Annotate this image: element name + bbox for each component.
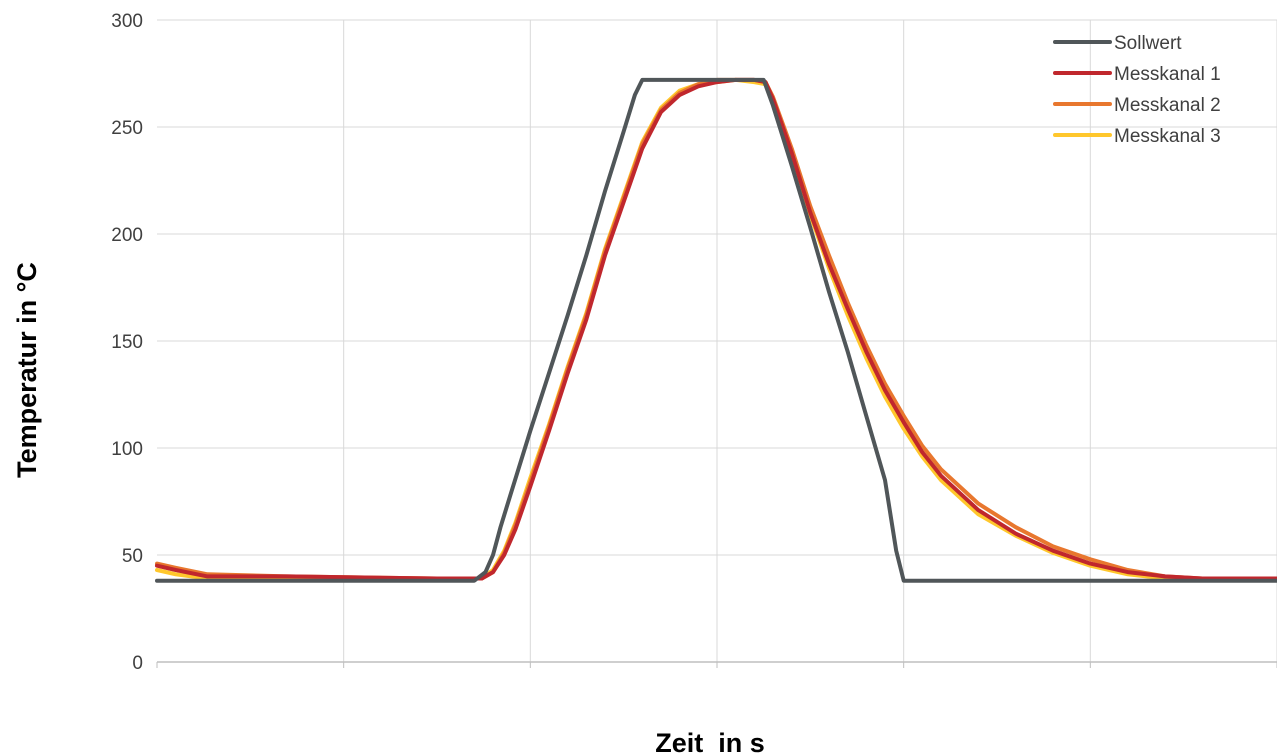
legend-label: Messkanal 1 bbox=[1114, 64, 1221, 85]
data-series bbox=[155, 77, 1277, 583]
gridlines bbox=[157, 19, 1277, 662]
legend: Sollwert Messkanal 1 Messkanal 2 Messkanal … bbox=[1053, 33, 1221, 147]
y-tick-labels: 0 50 100 150 200 250 300 bbox=[111, 11, 143, 674]
y-axis-title: Temperatur in °C bbox=[12, 262, 42, 478]
y-tick-label: 250 bbox=[111, 118, 143, 139]
y-tick-label: 50 bbox=[122, 546, 143, 567]
legend-label: Sollwert bbox=[1114, 33, 1182, 54]
x-axis-title: Zeit in s bbox=[655, 728, 765, 753]
y-tick-label: 200 bbox=[111, 225, 143, 246]
legend-label: Messkanal 2 bbox=[1114, 95, 1221, 116]
y-tick-label: 0 bbox=[132, 653, 143, 674]
series-line-sollwert bbox=[155, 77, 1277, 583]
y-tick-label: 100 bbox=[111, 439, 143, 460]
axes bbox=[156, 661, 1277, 668]
y-tick-label: 300 bbox=[111, 11, 143, 32]
legend-label: Messkanal 3 bbox=[1114, 126, 1221, 147]
y-tick-label: 150 bbox=[111, 332, 143, 353]
